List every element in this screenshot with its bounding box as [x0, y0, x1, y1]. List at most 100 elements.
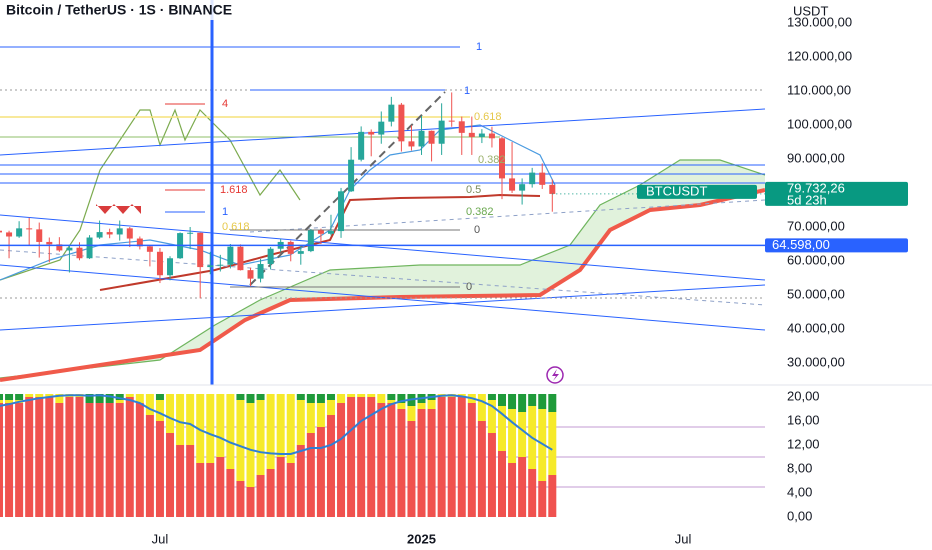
osc-bar [508, 394, 517, 409]
osc-bar [377, 394, 386, 403]
osc-bar [276, 394, 285, 457]
candle-body [509, 178, 516, 191]
osc-bar [417, 403, 426, 409]
symbol-badge [637, 184, 757, 199]
candle-body [106, 232, 113, 235]
candle-body [327, 231, 334, 234]
candle-body [146, 246, 153, 252]
chart-title: Bitcoin / TetherUS · 1S · BINANCE [6, 2, 232, 18]
osc-bar [186, 445, 195, 517]
osc-bar [316, 427, 325, 517]
candle-body [167, 258, 174, 276]
x-tick-label: 2025 [407, 531, 436, 546]
osc-bar [276, 457, 285, 517]
trend-line [0, 284, 766, 331]
osc-bar [387, 400, 396, 403]
candle-body [408, 141, 415, 147]
osc-bar [226, 394, 235, 469]
fib-label: 1 [476, 41, 482, 53]
last-price-label: 79.732,26 [787, 180, 845, 195]
osc-bar [5, 403, 14, 517]
price-badge-label: 64.598,00 [772, 237, 830, 252]
osc-bar [145, 415, 154, 517]
osc-bar [387, 394, 396, 400]
candle-body [418, 130, 425, 147]
trend-line [0, 214, 766, 281]
y-tick-label: 120.000,00 [787, 49, 852, 64]
x-tick-label: Jul [152, 531, 169, 546]
osc-bar [538, 409, 547, 481]
y-tick-label: 90.000,00 [787, 150, 845, 165]
osc-bar [186, 394, 195, 445]
candle-body [338, 191, 345, 232]
candle-body [56, 244, 63, 251]
osc-bar [236, 394, 245, 400]
candle-body [217, 264, 224, 266]
osc-bar [306, 403, 315, 433]
osc-bar [125, 397, 134, 517]
osc-bar [487, 400, 496, 433]
osc-bar [125, 394, 134, 397]
osc-bar [55, 394, 64, 403]
osc-bar [316, 394, 325, 403]
candle-body [539, 172, 546, 185]
y-tick-label: 70.000,00 [787, 218, 845, 233]
osc-bar [477, 421, 486, 517]
y-tick-label: 100.000,00 [787, 116, 852, 131]
osc-bar [105, 403, 114, 517]
cloud [0, 160, 765, 380]
osc-bar [337, 403, 346, 517]
osc-bar [196, 394, 205, 463]
osc-bar [135, 394, 144, 403]
osc-bar [427, 409, 436, 517]
osc-bar [216, 394, 225, 457]
x-tick-label: Jul [675, 531, 692, 546]
osc-bar [246, 487, 255, 517]
candle-body [488, 133, 495, 139]
osc-bar [176, 445, 185, 517]
osc-bar [296, 400, 305, 445]
osc-bar [306, 394, 315, 403]
trailing-line [0, 188, 766, 382]
candle-body [478, 133, 485, 137]
osc-bar [155, 400, 164, 421]
osc-bar [246, 394, 255, 403]
osc-bar [347, 394, 356, 397]
last-price-badge [765, 181, 908, 206]
osc-bar [326, 400, 335, 415]
fib-label: 0 [466, 281, 472, 293]
candle-body [197, 232, 204, 268]
osc-bar [5, 400, 14, 403]
countdown-label: 5d 23h [787, 192, 827, 207]
osc-bar [498, 394, 506, 406]
fib-label: 0.618 [222, 221, 250, 233]
osc-bar [498, 406, 506, 451]
osc-bar [447, 397, 456, 517]
osc-bar [95, 394, 104, 403]
osc-bar [306, 433, 315, 517]
candle-body [317, 230, 324, 234]
osc-bar [296, 394, 305, 400]
candle-body [46, 241, 53, 245]
osc-bar [0, 400, 3, 403]
osc-line [0, 394, 553, 455]
candle-body [86, 237, 93, 259]
candle-body [388, 104, 395, 122]
osc-bar [196, 463, 205, 517]
candle-body [428, 130, 435, 144]
fib-label: 4 [222, 98, 228, 110]
osc-bar [256, 394, 265, 400]
osc-bar [528, 394, 537, 406]
y2-tick-label: 12,00 [787, 436, 820, 451]
osc-bar [25, 394, 34, 397]
osc-bar [15, 403, 24, 517]
osc-bar [206, 394, 215, 463]
candle-body [237, 246, 244, 271]
currency-label: USDT [793, 3, 828, 18]
candle-body [136, 238, 143, 247]
fib-label: 0.382 [466, 206, 494, 218]
osc-bar [35, 394, 44, 397]
dashed-line [249, 199, 766, 233]
osc-bar [508, 463, 517, 517]
